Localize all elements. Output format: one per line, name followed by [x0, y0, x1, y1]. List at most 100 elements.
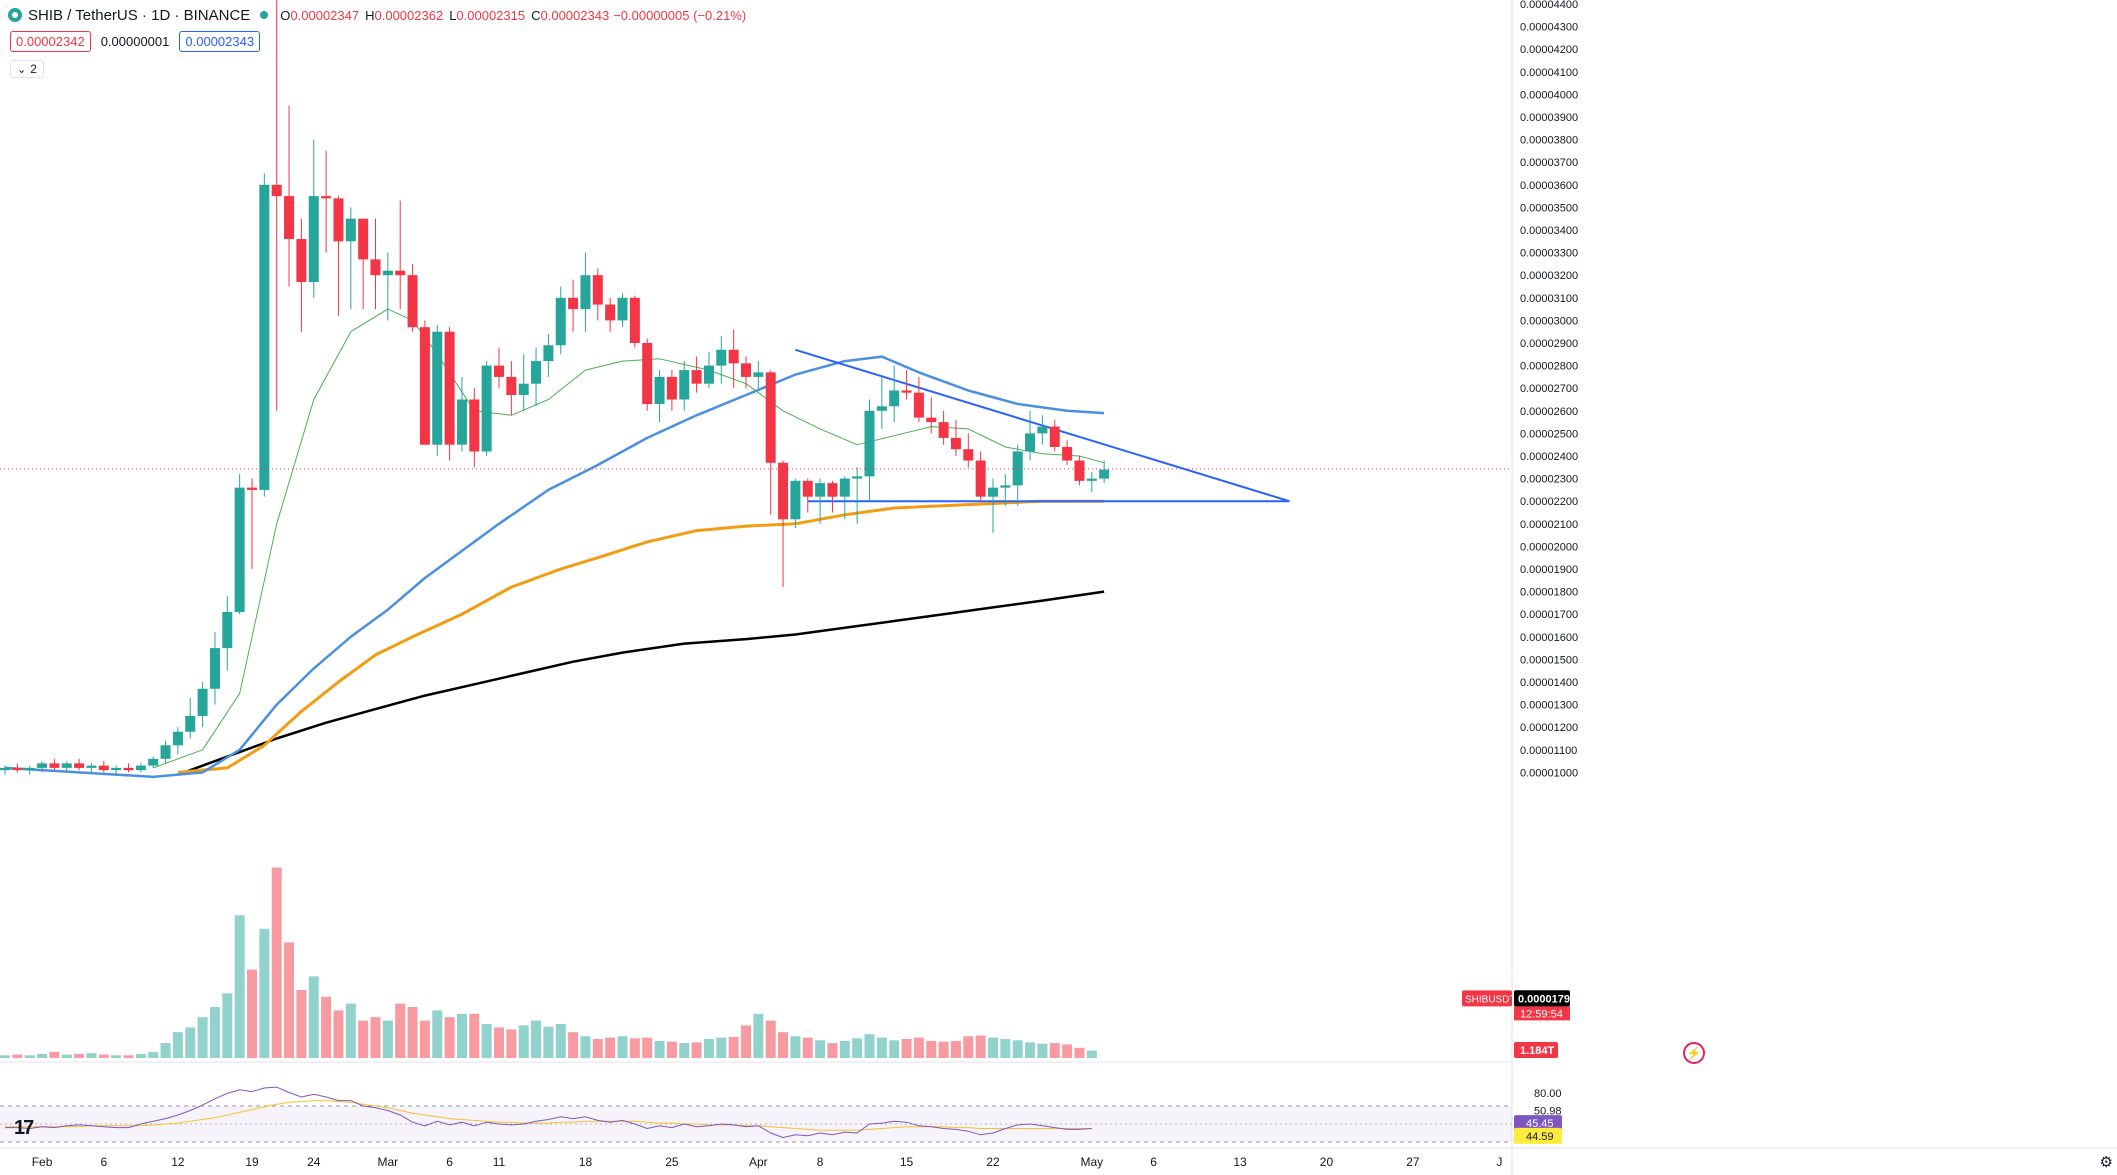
- volume-bar: [963, 1036, 974, 1058]
- volume-tag-label: 1.184T: [1520, 1045, 1555, 1057]
- volume-bar: [617, 1036, 628, 1058]
- date-tick-label: Feb: [32, 1155, 53, 1169]
- volume-bar: [370, 1017, 381, 1058]
- buy-price-button[interactable]: 0.00002343: [179, 31, 261, 52]
- candle-body: [481, 365, 492, 452]
- date-tick-label: 11: [493, 1155, 506, 1169]
- date-tick-label: 20: [1320, 1155, 1334, 1169]
- candle-body: [345, 218, 356, 242]
- volume-bar: [741, 1025, 751, 1058]
- volume-bar: [543, 1026, 554, 1058]
- open-value: 0.00002347: [290, 7, 360, 23]
- volume-bar: [382, 1020, 393, 1058]
- volume-bar: [605, 1037, 616, 1058]
- countdown-tag: [1514, 1006, 1570, 1021]
- candle-body: [123, 767, 134, 771]
- candle-body: [518, 383, 529, 395]
- price-tick-label: 0.00003500: [1520, 202, 1578, 214]
- volume-bar: [407, 1007, 418, 1058]
- candle-body: [395, 270, 406, 276]
- volume-bar: [950, 1041, 961, 1058]
- candle-body: [24, 767, 35, 771]
- candle-body: [703, 365, 714, 384]
- ma-blue-line: [4, 355, 1105, 779]
- volume-bar: [494, 1027, 504, 1058]
- price-tick-label: 0.00003600: [1520, 180, 1578, 192]
- price-tick-label: 0.00002100: [1520, 519, 1578, 531]
- price-tick-label: 0.00001200: [1520, 722, 1578, 734]
- sell-price-button[interactable]: 0.00002342: [10, 31, 91, 52]
- candle-body: [988, 487, 998, 497]
- volume-bar: [790, 1036, 801, 1058]
- volume-bar: [913, 1037, 924, 1058]
- candle-body: [580, 275, 591, 310]
- volume-bar: [926, 1041, 937, 1058]
- candle-body: [0, 767, 10, 771]
- candle-body: [333, 198, 344, 242]
- price-tick-label: 0.00003000: [1520, 315, 1578, 327]
- symbol-title[interactable]: SHIB / TetherUS · 1D · BINANCE: [28, 6, 251, 24]
- candle-body: [901, 390, 912, 393]
- volume-bar: [716, 1037, 727, 1058]
- candle-body: [37, 763, 48, 768]
- volume-bar: [172, 1032, 183, 1058]
- candle-body: [370, 259, 381, 276]
- candle-body: [234, 487, 245, 612]
- candle-body: [222, 611, 233, 649]
- price-tick-label: 0.00002900: [1520, 338, 1578, 350]
- candle-body: [382, 270, 393, 276]
- chevron-down-icon: ⌄: [17, 63, 27, 76]
- indicators-toggle[interactable]: ⌄ 2: [10, 60, 44, 78]
- volume-bar: [1074, 1047, 1085, 1058]
- lightning-icon[interactable]: ⚡: [1683, 1042, 1705, 1064]
- candle-body: [654, 376, 665, 405]
- date-tick-label: 24: [307, 1155, 321, 1169]
- volume-bar: [876, 1037, 887, 1058]
- price-tick-label: 0.00003200: [1520, 270, 1578, 282]
- candle-body: [61, 763, 72, 768]
- candle-body: [49, 763, 60, 768]
- price-tag-label: 0.00001798: [1518, 993, 1576, 1005]
- candle-body: [209, 648, 220, 689]
- price-tick-label: 0.00001100: [1520, 745, 1577, 757]
- tradingview-logo-icon[interactable]: 17: [14, 1117, 34, 1139]
- volume-bar: [580, 1036, 591, 1058]
- candle-body: [802, 480, 813, 497]
- rsi-tag: [1514, 1127, 1562, 1144]
- candle-body: [617, 297, 628, 321]
- candle-body: [778, 462, 789, 520]
- candle-body: [197, 688, 208, 716]
- chart-legend-header: SHIB / TetherUS · 1D · BINANCE O 0.000023…: [8, 4, 750, 26]
- volume-bar: [259, 928, 270, 1058]
- volume-bar: [321, 996, 332, 1058]
- ma-orange-line: [177, 499, 1105, 774]
- candle-body: [741, 363, 751, 377]
- price-tick-label: 0.00002400: [1520, 451, 1578, 463]
- price-tick-label: 0.00004000: [1520, 89, 1578, 101]
- volume-bar: [49, 1051, 60, 1058]
- volume-bar: [975, 1035, 986, 1058]
- volume-bar: [98, 1054, 109, 1058]
- volume-bar: [1062, 1044, 1073, 1058]
- volume-bar: [419, 1020, 430, 1058]
- candle-body: [852, 476, 863, 479]
- candle-body: [1099, 469, 1110, 479]
- candle-body: [160, 745, 171, 759]
- date-tick-label: J: [1496, 1155, 1502, 1169]
- ma-green-line: [153, 308, 1105, 769]
- volume-bar: [654, 1041, 665, 1058]
- volume-bar: [444, 1017, 455, 1058]
- price-tick-label: 0.00003400: [1520, 225, 1578, 237]
- gear-icon[interactable]: ⚙: [2099, 1154, 2113, 1171]
- candle-body: [1037, 426, 1048, 434]
- candle-body: [728, 349, 739, 364]
- candle-body: [568, 297, 579, 310]
- volume-bar: [815, 1040, 826, 1058]
- volume-bar: [296, 990, 307, 1058]
- candle-body: [419, 327, 430, 445]
- candle-body: [679, 370, 690, 400]
- volume-bar: [209, 1007, 220, 1058]
- date-tick-label: May: [1080, 1155, 1103, 1169]
- date-tick-label: 8: [817, 1155, 824, 1169]
